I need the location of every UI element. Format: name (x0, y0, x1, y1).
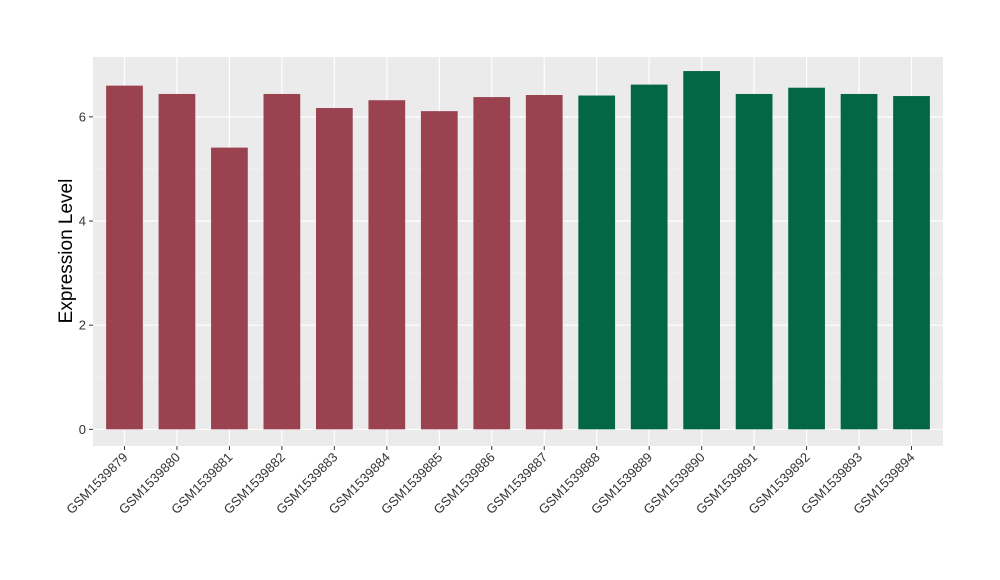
bar-gsm1539880 (158, 93, 196, 430)
bar-gsm1539891 (735, 93, 773, 430)
y-tick-label: 4 (79, 214, 86, 229)
bar-gsm1539884 (368, 100, 406, 430)
bar-gsm1539886 (473, 97, 511, 430)
bar-gsm1539879 (106, 85, 143, 430)
y-tick-label: 2 (79, 318, 86, 333)
bar-gsm1539890 (683, 71, 721, 430)
bar-gsm1539888 (578, 95, 616, 430)
bar-gsm1539882 (263, 93, 301, 430)
y-axis: 0 2 4 6 (79, 109, 93, 437)
bars (106, 71, 930, 430)
x-axis: GSM1539879GSM1539880GSM1539881GSM1539882… (63, 446, 918, 517)
bar-gsm1539894 (893, 96, 930, 430)
bar-gsm1539885 (420, 111, 458, 430)
bar-gsm1539883 (315, 108, 353, 430)
bar-gsm1539892 (788, 87, 825, 430)
bar-gsm1539889 (630, 84, 668, 430)
y-tick-label: 6 (79, 109, 86, 124)
bar-gsm1539893 (840, 93, 878, 430)
y-axis-title: Expression Level (56, 179, 77, 324)
y-tick-label: 0 (79, 422, 86, 437)
bar-gsm1539881 (211, 147, 248, 430)
bar-gsm1539887 (525, 95, 563, 430)
